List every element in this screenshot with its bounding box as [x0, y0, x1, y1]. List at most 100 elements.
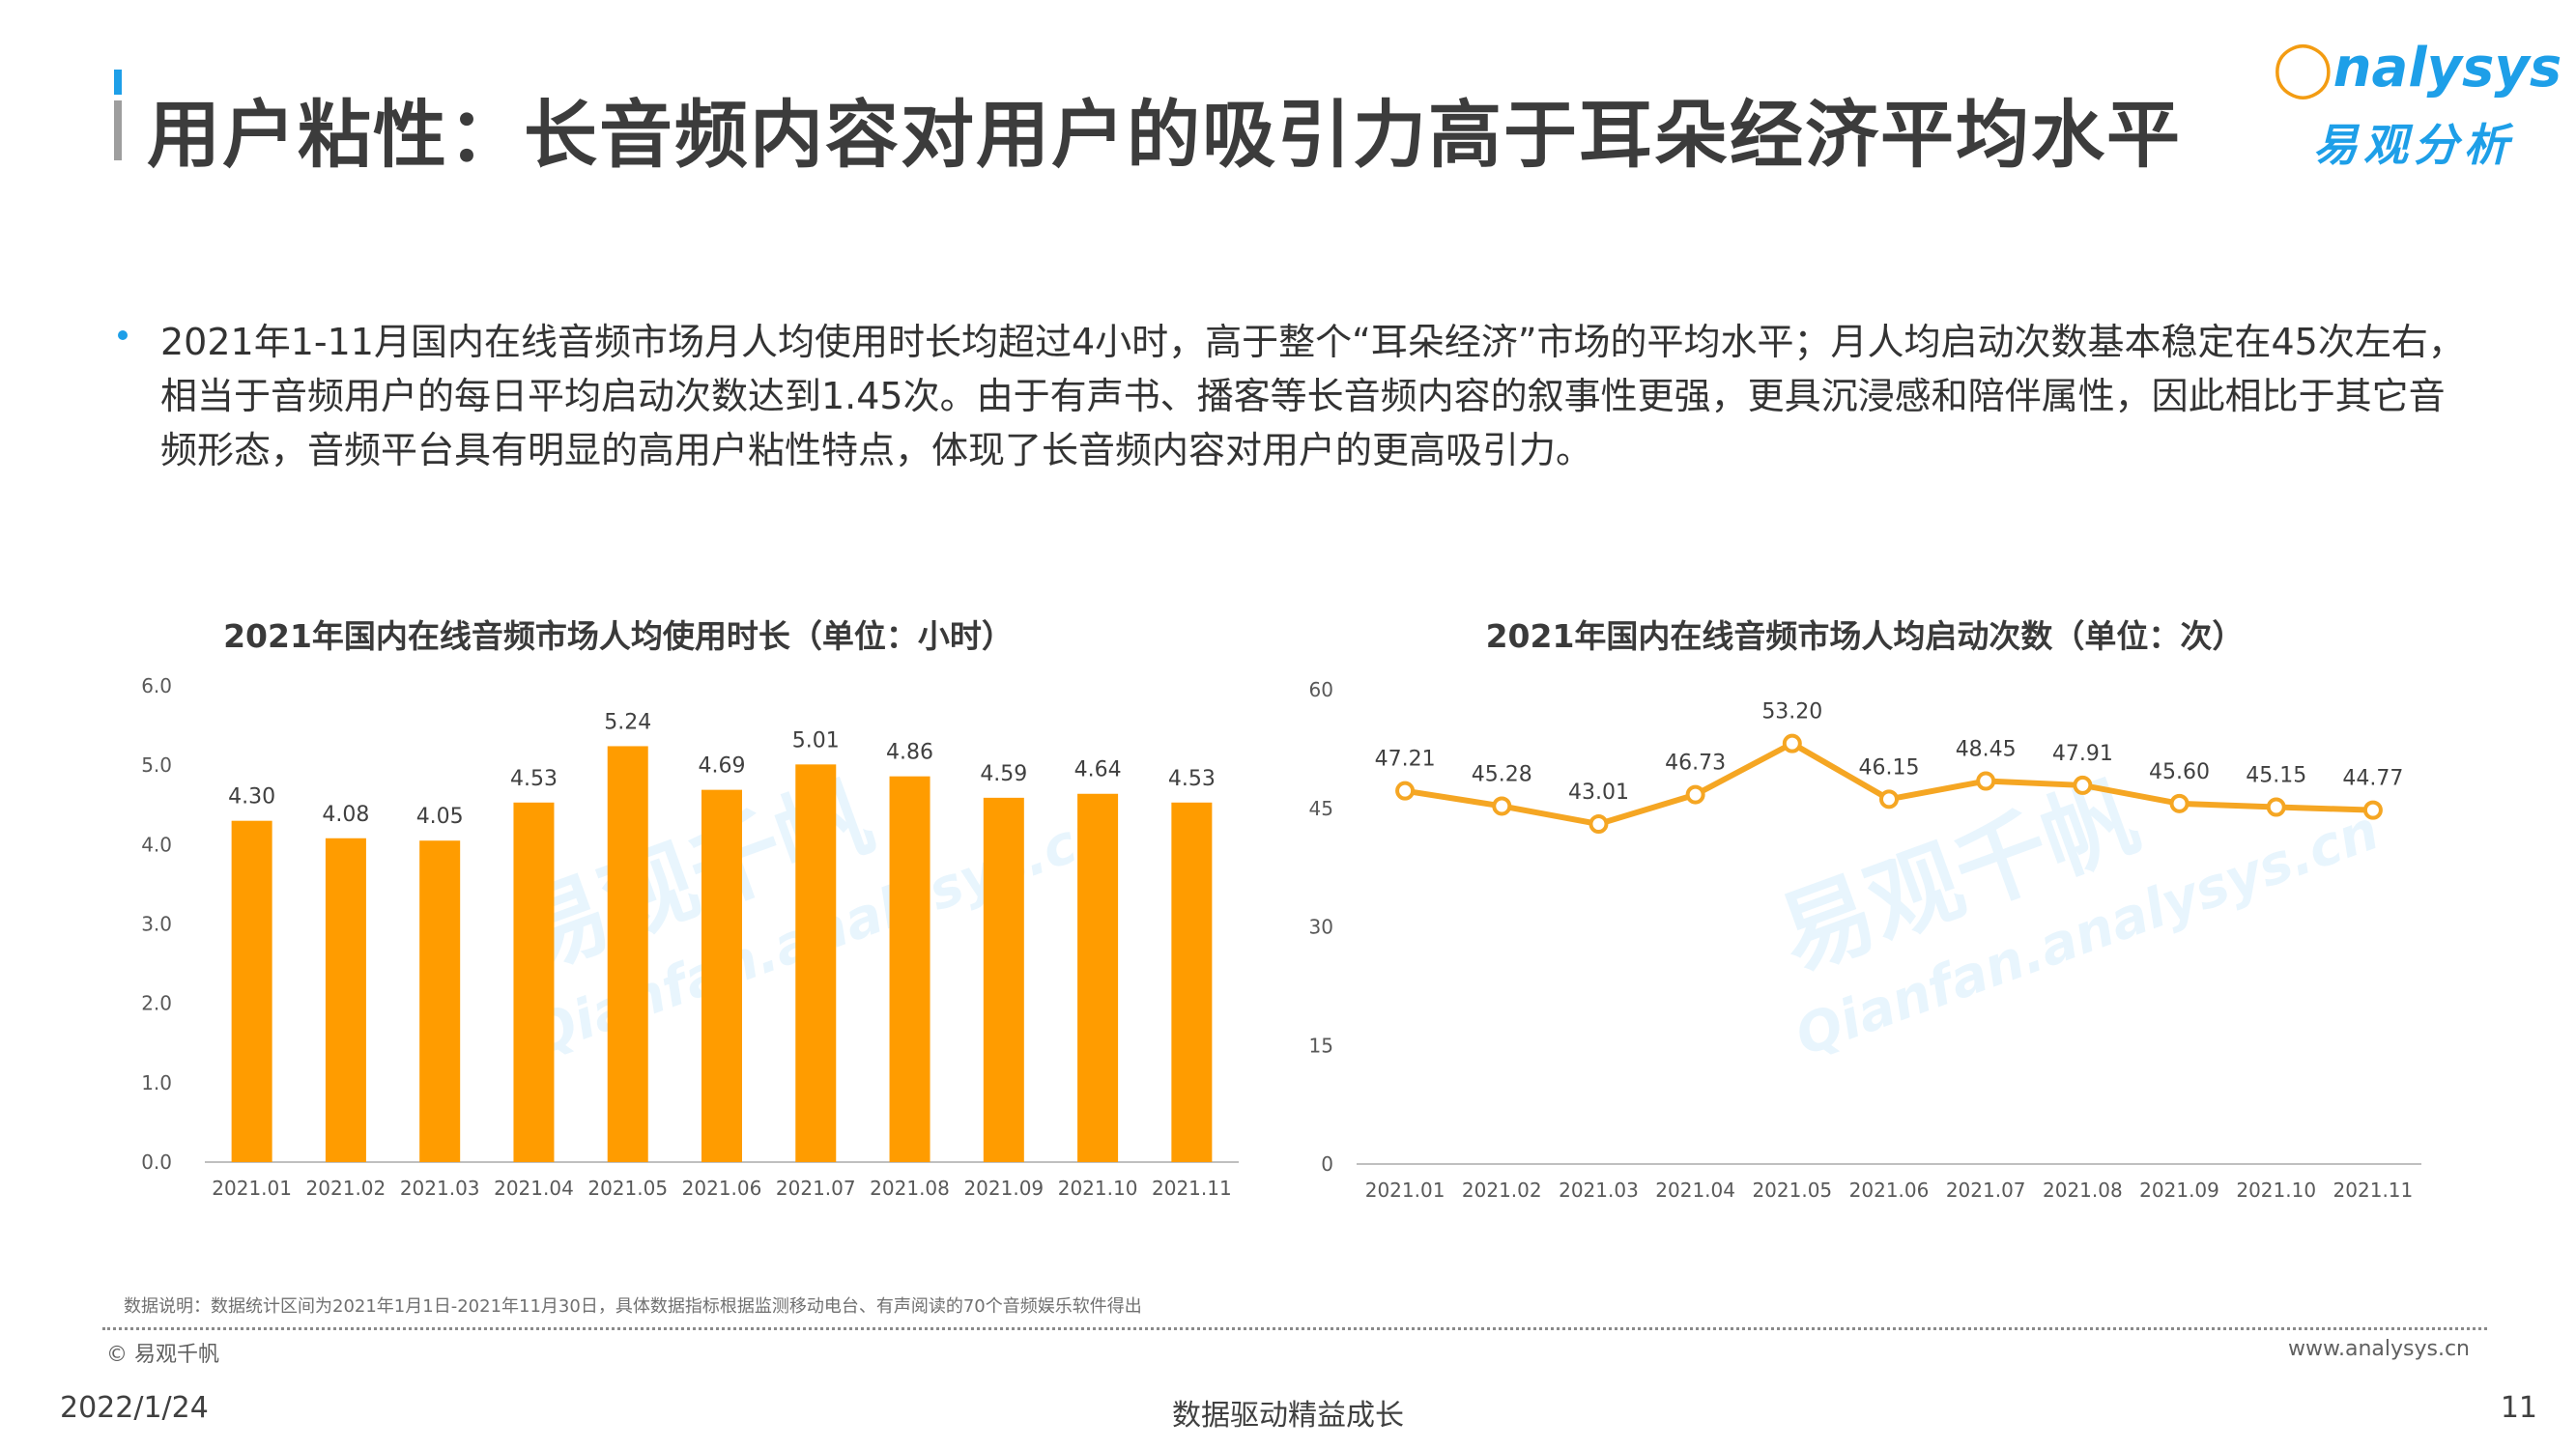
line-point — [2266, 797, 2286, 817]
line-y-tick-label: 30 — [1309, 916, 1333, 939]
title-accent-grey — [114, 100, 122, 160]
title-accent-blue — [114, 70, 122, 95]
line-point — [1685, 784, 1705, 805]
bar — [795, 764, 837, 1162]
line-data-label: 45.60 — [2149, 760, 2210, 784]
bar — [607, 746, 648, 1162]
line-point — [2169, 793, 2190, 813]
report-date: 2022/1/24 — [60, 1391, 209, 1425]
bar-y-tick-label: 2.0 — [141, 992, 172, 1015]
line-point — [1976, 771, 1996, 791]
bar-y-tick-label: 6.0 — [141, 674, 172, 697]
bar-y-tick-label: 4.0 — [141, 833, 172, 856]
bar-x-tick-label: 2021.08 — [870, 1177, 950, 1200]
line-data-label: 45.15 — [2246, 764, 2306, 788]
bar-x-tick-label: 2021.02 — [306, 1177, 386, 1200]
line-x-tick-label: 2021.11 — [2333, 1179, 2414, 1202]
bar — [325, 838, 366, 1162]
logo-wordmark-text: nalysys — [2333, 37, 2562, 99]
line-x-tick-label: 2021.03 — [1559, 1179, 1639, 1202]
line-x-tick-label: 2021.10 — [2236, 1179, 2316, 1202]
bar — [983, 797, 1024, 1162]
line-data-label: 53.20 — [1761, 700, 1822, 724]
line-point — [1782, 733, 1802, 753]
line-data-label: 47.21 — [1375, 748, 1436, 772]
bar-data-label: 4.86 — [886, 741, 933, 765]
line-y-tick-label: 60 — [1309, 678, 1333, 701]
bar-data-label: 4.08 — [322, 803, 369, 827]
bar — [419, 840, 461, 1162]
bar — [701, 789, 742, 1162]
launch-count-line-chart: 0 15 30 45 60 47.21 2021.01 45.28 2021.02 43.01 20… — [1309, 678, 2421, 1202]
bar-data-label: 4.69 — [699, 754, 746, 779]
bullet-dot-icon — [118, 330, 128, 340]
title-accent-bar — [114, 70, 122, 160]
line-x-tick-label: 2021.07 — [1946, 1179, 2026, 1202]
analysys-logo: ◯nalysys 易观分析 — [2273, 37, 2562, 172]
footer-divider — [102, 1327, 2487, 1330]
bar-data-label: 4.53 — [510, 767, 558, 791]
bar-x-tick-label: 2021.04 — [494, 1177, 574, 1200]
logo-wordmark-cn: 易观分析 — [2313, 119, 2514, 171]
line-x-tick-label: 2021.01 — [1365, 1179, 1445, 1202]
bar-data-label: 4.64 — [1074, 758, 1122, 782]
bar-y-tick-label: 0.0 — [141, 1151, 172, 1174]
logo-a-mark-icon: ◯ — [2273, 37, 2333, 99]
line-point — [2362, 800, 2383, 820]
bar-data-label: 5.01 — [792, 728, 840, 753]
bar-y-tick-label: 5.0 — [141, 753, 172, 777]
bar-x-tick-label: 2021.09 — [963, 1177, 1044, 1200]
website-link[interactable]: www.analysys.cn — [2288, 1337, 2470, 1361]
bar-y-tick-label: 3.0 — [141, 913, 172, 936]
slogan: 数据驱动精益成长 — [1172, 1399, 1404, 1433]
line-point — [1395, 781, 1416, 801]
bar — [1171, 802, 1213, 1162]
line-x-tick-label: 2021.05 — [1752, 1179, 1832, 1202]
logo-wordmark-en: ◯nalysys — [2273, 37, 2562, 99]
line-point — [1492, 796, 1512, 816]
bar — [889, 776, 930, 1162]
line-point — [1589, 814, 1609, 835]
line-x-tick-label: 2021.09 — [2139, 1179, 2219, 1202]
line-data-label: 46.15 — [1859, 755, 1920, 780]
line-x-tick-label: 2021.06 — [1849, 1179, 1930, 1202]
line-data-label: 47.91 — [2052, 742, 2113, 766]
bar-x-tick-label: 2021.05 — [587, 1177, 668, 1200]
line-data-label: 46.73 — [1665, 752, 1726, 776]
line-data-label: 43.01 — [1568, 781, 1629, 805]
bar-data-label: 4.59 — [980, 762, 1027, 786]
line-y-tick-label: 0 — [1321, 1152, 1333, 1176]
bar-chart-title: 2021年国内在线音频市场人均使用时长（单位：小时） — [223, 617, 1014, 655]
bar-data-label: 4.05 — [416, 805, 464, 829]
line-chart-title: 2021年国内在线音频市场人均启动次数（单位：次） — [1485, 617, 2245, 655]
page-number: 11 — [2500, 1391, 2537, 1425]
line-point — [1879, 789, 1899, 810]
bar-data-label: 5.24 — [604, 710, 651, 734]
bar — [231, 820, 272, 1162]
bar — [513, 802, 555, 1162]
bar — [1077, 793, 1119, 1162]
line-x-tick-label: 2021.08 — [2043, 1179, 2123, 1202]
bar-x-tick-label: 2021.01 — [212, 1177, 292, 1200]
bar-y-tick-label: 1.0 — [141, 1071, 172, 1094]
bar-x-tick-label: 2021.11 — [1152, 1177, 1232, 1200]
line-point — [2073, 775, 2093, 795]
line-y-tick-label: 45 — [1309, 797, 1333, 820]
bar-x-tick-label: 2021.10 — [1058, 1177, 1138, 1200]
line-x-tick-label: 2021.04 — [1655, 1179, 1735, 1202]
line-y-tick-label: 15 — [1309, 1034, 1333, 1057]
data-source-note: 数据说明：数据统计区间为2021年1月1日-2021年11月30日，具体数据指标… — [124, 1296, 1142, 1317]
line-data-label: 45.28 — [1472, 762, 1532, 786]
bar-data-label: 4.53 — [1168, 767, 1216, 791]
bar-data-label: 4.30 — [228, 785, 275, 810]
bar-x-tick-label: 2021.07 — [776, 1177, 856, 1200]
line-data-label: 44.77 — [2342, 767, 2403, 791]
page-title: 用户粘性：长音频内容对用户的吸引力高于耳朵经济平均水平 — [147, 92, 2182, 178]
usage-duration-bar-chart: 0.0 1.0 2.0 3.0 4.0 5.0 6.0 4.30 2021.01 4.08 2021… — [141, 674, 1239, 1200]
bar-x-tick-label: 2021.06 — [682, 1177, 762, 1200]
line-data-label: 48.45 — [1956, 738, 2017, 762]
copyright: © 易观千帆 — [106, 1343, 219, 1367]
summary-text: 2021年1-11月国内在线音频市场月人均使用时长均超过4小时，高于整个“耳朵经… — [160, 321, 2465, 471]
line-x-tick-label: 2021.02 — [1462, 1179, 1542, 1202]
bar-x-tick-label: 2021.03 — [400, 1177, 480, 1200]
